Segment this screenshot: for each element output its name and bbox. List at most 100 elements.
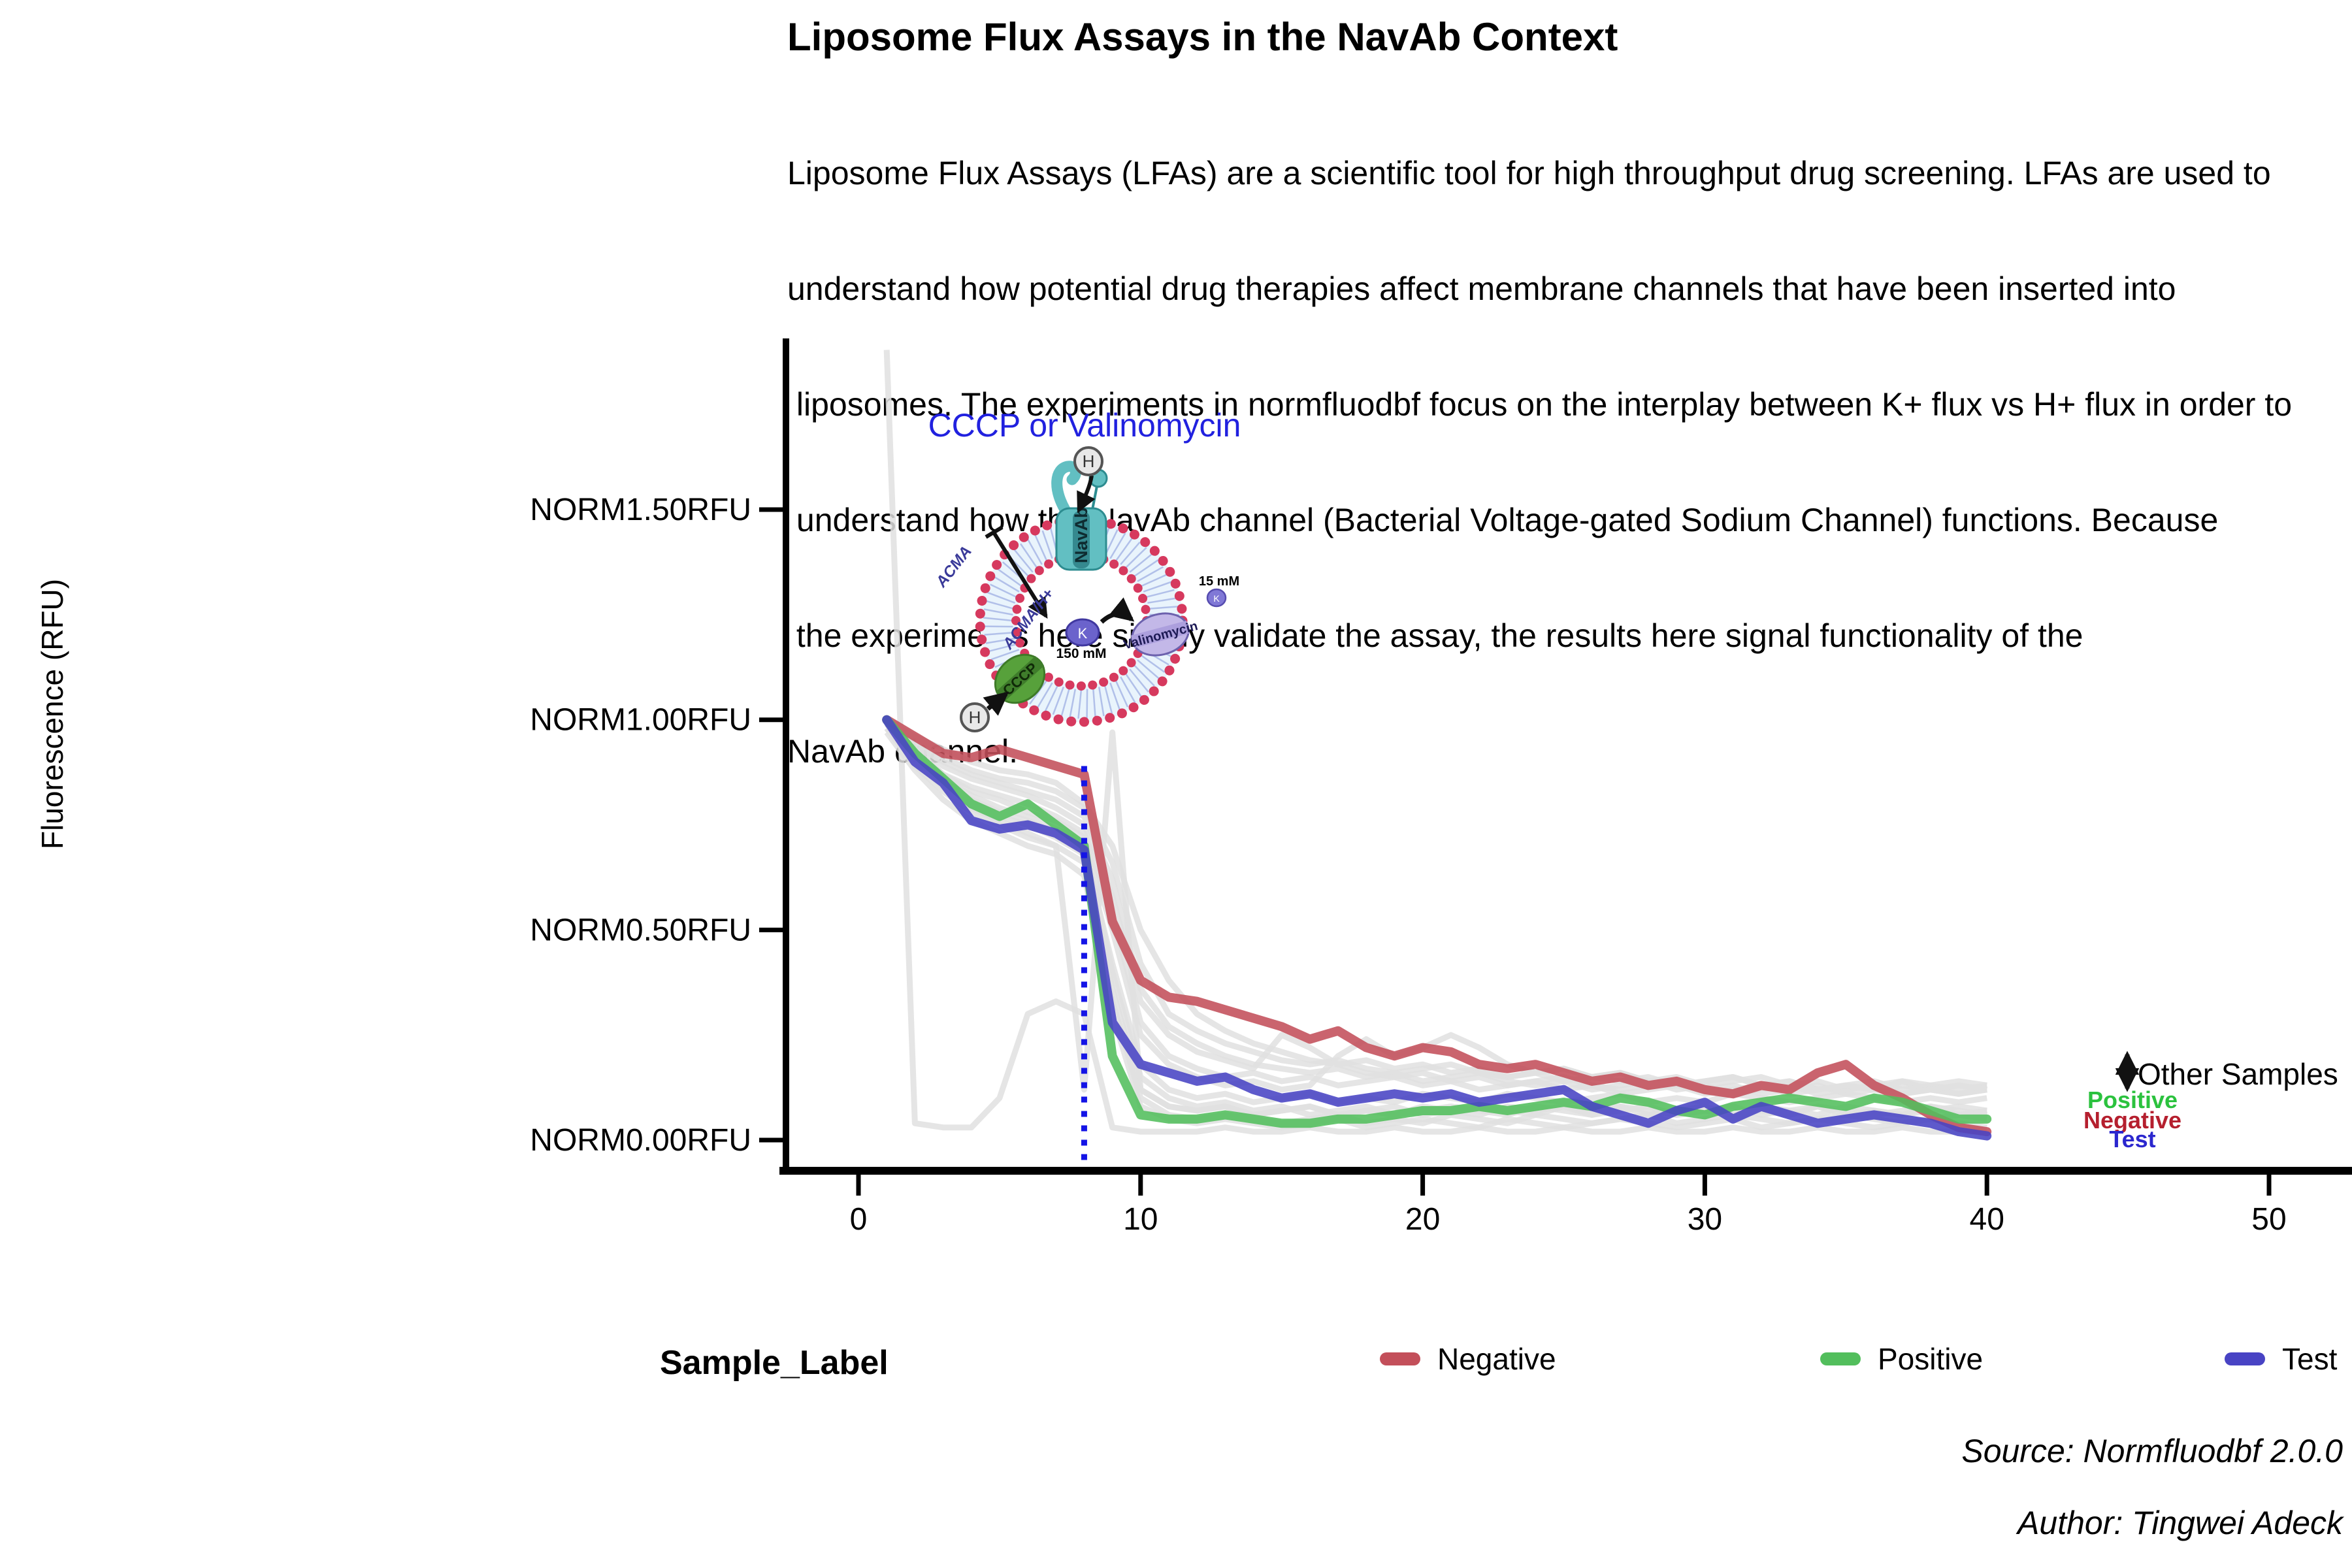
intro-line: liposomes. The experiments in normfluodb… bbox=[787, 386, 2293, 423]
lipid-tail bbox=[984, 631, 1014, 636]
lipid-tail bbox=[1115, 679, 1129, 708]
k-ion-label: K bbox=[1078, 625, 1088, 642]
negative-line-swatch bbox=[1380, 1352, 1420, 1365]
acma-label: ACMA bbox=[932, 543, 975, 591]
intro-line: Liposome Flux Assays (LFAs) are a scient… bbox=[787, 155, 2271, 191]
other-sample-line bbox=[885, 717, 1987, 1093]
h-into-cccp-arrow bbox=[983, 691, 1009, 716]
lipid-tail bbox=[1020, 543, 1038, 569]
other-sample-line bbox=[883, 350, 1987, 1135]
t-bar bbox=[985, 525, 1004, 539]
x-tick-label: 0 bbox=[850, 1202, 868, 1237]
lipid-tail bbox=[1103, 685, 1113, 714]
h-ion-circle bbox=[1073, 446, 1103, 476]
valinomycin-band bbox=[1130, 620, 1190, 649]
other-sample-line bbox=[884, 726, 1987, 1118]
lipid-tail bbox=[1137, 659, 1161, 680]
liposome-diagram: CCCP or Valinomycin NavAb H bbox=[928, 407, 1241, 732]
h-ion-label: H bbox=[1083, 451, 1095, 471]
lipid-tail bbox=[1120, 676, 1136, 704]
legend-title: Sample_Label bbox=[660, 1344, 889, 1382]
h-ion-top: H bbox=[1073, 446, 1103, 476]
page-title: Liposome Flux Assays in the NavAb Contex… bbox=[787, 15, 1618, 59]
y-tick-label: NORM1.50RFU bbox=[530, 493, 751, 527]
x-tick-label: 20 bbox=[1405, 1202, 1440, 1237]
other-sample-line bbox=[884, 717, 1987, 1093]
intro-paragraph: Liposome Flux Assays (LFAs) are a scient… bbox=[787, 77, 2352, 848]
y-tick-label: NORM0.50RFU bbox=[530, 913, 751, 947]
lipid-tail bbox=[1129, 553, 1153, 573]
test-line-swatch bbox=[2225, 1352, 2265, 1365]
navab-channel: NavAb bbox=[1051, 461, 1108, 571]
lipid-tail bbox=[1140, 573, 1168, 587]
legend-item-test: Test bbox=[2225, 1341, 2337, 1377]
x-axis-spine bbox=[779, 1167, 2352, 1175]
lipid-tail bbox=[1013, 549, 1034, 573]
lipid-tail bbox=[988, 643, 1017, 653]
k-ion-inside: K 150 mM bbox=[1056, 618, 1107, 661]
other-sample-line bbox=[885, 717, 1987, 1093]
y-axis-ticks: NORM0.00RFU NORM0.50RFU NORM1.00RFU NORM1.5… bbox=[530, 493, 783, 1158]
lipid-tail bbox=[983, 608, 1013, 616]
other-sample-lines bbox=[883, 350, 1987, 1135]
h-ion-circle bbox=[960, 702, 990, 732]
conc-outside-label: 15 mM bbox=[1199, 574, 1239, 589]
cccp-protonophore: CCCP bbox=[994, 653, 1046, 704]
k-ion-circle-small bbox=[1206, 588, 1227, 608]
x-tick-label: 30 bbox=[1688, 1202, 1722, 1237]
other-sample-line bbox=[885, 717, 1987, 1097]
legend-label: Test bbox=[2282, 1342, 2338, 1376]
lipid-tail bbox=[1036, 682, 1053, 709]
x-tick-label: 40 bbox=[1970, 1202, 2004, 1237]
lipid-tail bbox=[983, 617, 1013, 622]
series-line-positive bbox=[882, 715, 1992, 1128]
cccp-band bbox=[995, 656, 1045, 702]
lipid-tail bbox=[1109, 532, 1126, 559]
other-sample-line bbox=[885, 717, 1987, 1097]
right-annotations: Other Samples Positive Negative Test bbox=[2083, 1051, 2338, 1152]
lipid-tail bbox=[1124, 547, 1147, 569]
y-axis-spine bbox=[783, 338, 789, 1175]
x-axis-ticks: 0 10 20 30 40 50 bbox=[850, 1175, 2287, 1237]
lipid-tail bbox=[993, 576, 1020, 593]
h-into-navab-arrow bbox=[1077, 475, 1096, 514]
navab-arm bbox=[1051, 461, 1081, 515]
legend-item-negative: Negative bbox=[1380, 1341, 1556, 1377]
other-sample-line bbox=[884, 717, 1987, 1097]
other-sample-line bbox=[884, 726, 1987, 1118]
lipid-tail bbox=[1026, 538, 1043, 565]
lipid-tail bbox=[1052, 686, 1064, 715]
lipid-tail bbox=[985, 600, 1014, 610]
y-axis: NORM0.00RFU NORM0.50RFU NORM1.00RFU NORM1.5… bbox=[35, 338, 789, 1175]
intro-line: understand how the NavAb channel (Bacter… bbox=[787, 502, 2219, 538]
lipid-tail bbox=[1086, 689, 1088, 719]
legend-label: Negative bbox=[1437, 1342, 1556, 1376]
lipid-tail bbox=[997, 568, 1022, 587]
legend-item-positive: Positive bbox=[1820, 1341, 1983, 1377]
positive-annotation: Positive bbox=[2087, 1086, 2178, 1113]
k-ion-circle bbox=[1065, 618, 1100, 647]
diagram-heading: CCCP or Valinomycin bbox=[928, 407, 1241, 444]
lipid-tail bbox=[1147, 597, 1177, 604]
source-credit: Source: Normfluodbf 2.0.0 bbox=[1961, 1433, 2343, 1469]
lipid-tail bbox=[1060, 688, 1070, 717]
test-annotation: Test bbox=[2109, 1126, 2155, 1152]
lipid-tail bbox=[1041, 530, 1053, 559]
lipid-tail bbox=[1034, 534, 1048, 562]
lipid-tail bbox=[990, 583, 1017, 598]
lipid-tail bbox=[1137, 566, 1164, 582]
positive-line-swatch bbox=[1820, 1352, 1861, 1365]
valinomycin-carrier: Valinomycin bbox=[1122, 612, 1200, 657]
lipid-tail bbox=[985, 637, 1015, 644]
k-to-valinomycin-arrow bbox=[1100, 597, 1135, 624]
y-axis-title: Fluorescence (RFU) bbox=[35, 579, 69, 849]
lipid-tail bbox=[1133, 559, 1159, 578]
lipid-tail bbox=[1069, 689, 1077, 719]
lipid-tail bbox=[1145, 589, 1175, 598]
y-tick-label: NORM0.00RFU bbox=[530, 1123, 751, 1158]
x-tick-label: 10 bbox=[1123, 1202, 1158, 1237]
x-axis: 0 10 20 30 40 50 bbox=[779, 1167, 2352, 1237]
lipid-tail bbox=[1109, 682, 1121, 711]
